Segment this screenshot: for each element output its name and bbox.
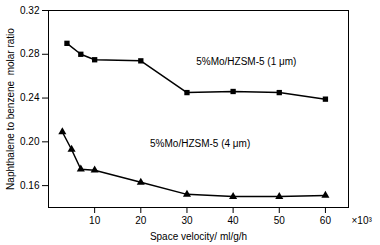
svg-text:60: 60 — [320, 215, 332, 226]
svg-text:5%Mo/HZSM-5 (1 μm): 5%Mo/HZSM-5 (1 μm) — [196, 56, 296, 67]
svg-text:×10³: ×10³ — [352, 215, 373, 226]
svg-text:0.32: 0.32 — [20, 5, 40, 16]
svg-text:0.28: 0.28 — [20, 48, 40, 59]
svg-text:40: 40 — [228, 215, 240, 226]
svg-text:Naphthalene to benzene molar: Naphthalene to benzene molar ratio — [5, 28, 16, 190]
svg-text:20: 20 — [135, 215, 147, 226]
svg-text:0.24: 0.24 — [20, 92, 40, 103]
svg-text:10: 10 — [89, 215, 101, 226]
svg-text:50: 50 — [274, 215, 286, 226]
svg-text:30: 30 — [181, 215, 193, 226]
svg-text:5%Mo/HZSM-5 (4 μm): 5%Mo/HZSM-5 (4 μm) — [150, 138, 250, 149]
svg-text:0.16: 0.16 — [20, 180, 40, 191]
svg-text:Space velocity/ ml/g/h: Space velocity/ ml/g/h — [150, 231, 247, 242]
svg-text:0.20: 0.20 — [20, 136, 40, 147]
